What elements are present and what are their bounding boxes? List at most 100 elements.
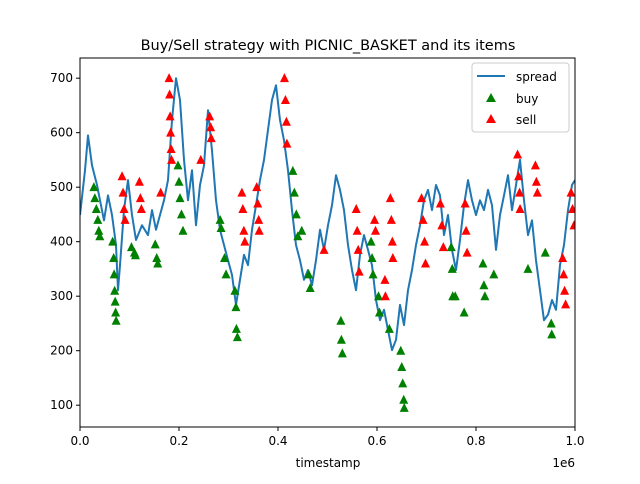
buy-marker [480, 291, 490, 301]
sell-marker [386, 214, 396, 224]
x-tick-label: 0.4 [268, 434, 287, 448]
sell-marker [136, 203, 146, 213]
spread-line [80, 77, 575, 352]
sell-marker [206, 122, 216, 132]
buy-marker [150, 239, 160, 249]
y-tick-label: 700 [50, 71, 73, 85]
buy-marker [215, 214, 225, 224]
sell-marker [387, 236, 397, 246]
sell-marker [166, 144, 176, 154]
sell-marker [354, 266, 364, 276]
sell-marker [319, 244, 329, 254]
sell-marker [164, 73, 174, 83]
buy-marker [447, 263, 457, 273]
buy-marker [153, 258, 163, 268]
y-axis: 100 200 300 400 500 600 700 [50, 71, 80, 412]
x-axis-label: timestamp [296, 456, 361, 470]
buy-marker [93, 214, 103, 224]
sell-marker [165, 111, 175, 121]
buy-marker [108, 236, 118, 246]
buy-marker [367, 253, 377, 263]
buy-marker [110, 296, 120, 306]
sell-marker [281, 116, 291, 126]
y-tick-label: 100 [50, 398, 73, 412]
buy-marker [130, 250, 140, 260]
buy-marker [450, 291, 460, 301]
sell-marker [238, 203, 248, 213]
buy-marker [220, 253, 230, 263]
y-tick-label: 300 [50, 289, 73, 303]
axes-frame [79, 57, 576, 428]
sell-marker [279, 73, 289, 83]
buy-marker [459, 307, 469, 317]
buy-marker [111, 307, 121, 317]
sell-marker [566, 187, 575, 197]
buy-marker [109, 269, 119, 279]
legend-sell-marker [486, 114, 496, 123]
x-tick-label: 0.0 [70, 434, 89, 448]
sell-marker [118, 187, 128, 197]
buy-marker [304, 269, 314, 279]
buy-marker [221, 269, 231, 279]
sell-marker [385, 193, 395, 203]
sell-marker [205, 111, 215, 121]
sell-marker [558, 253, 568, 263]
sell-marker [254, 225, 264, 235]
plot-area [80, 73, 575, 412]
buy-marker [216, 223, 226, 233]
sell-marker [252, 182, 262, 192]
sell-marker [531, 176, 541, 186]
sell-marker [561, 299, 571, 309]
sell-marker [135, 193, 145, 203]
sell-marker [462, 247, 472, 257]
sell-marker [420, 236, 430, 246]
sell-marker [568, 203, 575, 213]
sell-marker [515, 203, 525, 213]
buy-marker [398, 378, 408, 388]
x-tick-label: 0.2 [169, 434, 188, 448]
y-tick-label: 400 [50, 235, 73, 249]
sell-marker [120, 214, 130, 224]
buy-marker [305, 283, 315, 293]
sell-marker [240, 236, 250, 246]
buy-marker [173, 160, 183, 170]
buy-marker [231, 323, 241, 333]
x-tick-label: 1.0 [565, 434, 584, 448]
legend-buy-label: buy [516, 92, 538, 106]
buy-marker [230, 285, 240, 295]
buy-marker [366, 236, 376, 246]
y-tick-label: 500 [50, 180, 73, 194]
sell-marker [254, 214, 264, 224]
x-tick-label: 0.6 [367, 434, 386, 448]
buy-marker [368, 269, 378, 279]
buy-marker [126, 242, 136, 252]
sell-marker [371, 225, 381, 235]
buy-marker [178, 225, 188, 235]
legend-box [471, 62, 570, 133]
sell-marker [421, 258, 431, 268]
buy-marker [374, 307, 384, 317]
x-offset-label: 1e6 [552, 456, 575, 470]
buy-marker [523, 263, 533, 273]
buy-marker [291, 209, 301, 219]
buy-marker [90, 193, 100, 203]
sell-marker [351, 203, 361, 213]
sell-marker [559, 269, 569, 279]
sell-marker [388, 253, 398, 263]
buy-marker [384, 323, 394, 333]
sell-marker [282, 138, 292, 148]
sell-marker [569, 220, 575, 230]
buy-marker [399, 394, 409, 404]
sell-marker [156, 187, 166, 197]
buy-marker [540, 247, 550, 257]
sell-marker [380, 291, 390, 301]
sell-marker [530, 160, 540, 170]
sell-marker [352, 225, 362, 235]
y-tick-label: 200 [50, 344, 73, 358]
buy-marker [91, 203, 101, 213]
buy-marker [373, 291, 383, 301]
buy-marker [110, 285, 120, 295]
y-tick-label: 600 [50, 126, 73, 140]
sell-marker [460, 198, 470, 208]
sell-marker [435, 198, 445, 208]
